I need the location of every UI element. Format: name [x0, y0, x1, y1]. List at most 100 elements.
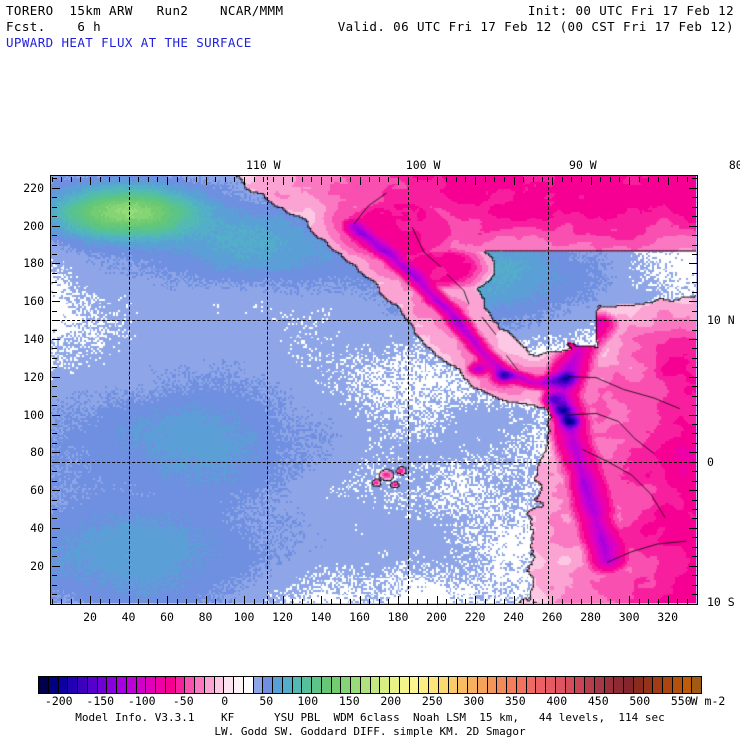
- colorbar-swatch: [614, 677, 624, 693]
- x-tick: [234, 598, 236, 604]
- y-axis-tick-label: 180: [23, 256, 44, 271]
- colorbar-swatch: [429, 677, 439, 693]
- graticule-parallel: [51, 320, 697, 322]
- x-axis-tick-label: 260: [541, 610, 563, 624]
- y-tick-right: [691, 244, 697, 246]
- colorbar-swatch: [604, 677, 615, 693]
- x-tick-top: [369, 176, 371, 182]
- x-tick-top: [61, 176, 63, 182]
- colorbar-swatch: [224, 677, 234, 693]
- x-tick-top: [292, 176, 294, 182]
- y-tick-right: [691, 197, 697, 199]
- x-tick: [99, 598, 101, 604]
- y-tick: [51, 216, 57, 218]
- x-axis-tick-label: 100: [233, 610, 255, 624]
- y-axis-tick-label: 120: [23, 369, 44, 384]
- x-axis-tick-label: 140: [310, 610, 332, 624]
- x-tick-top: [552, 176, 554, 185]
- x-tick-top: [330, 176, 332, 182]
- x-tick: [90, 595, 91, 604]
- x-tick: [215, 598, 217, 604]
- y-tick: [51, 395, 57, 397]
- y-tick: [51, 584, 57, 586]
- footer-physics-config: LW. Godd SW. Goddard DIFF. simple KM. 2D…: [214, 725, 526, 738]
- y-tick-right: [691, 471, 697, 473]
- x-tick: [513, 595, 515, 604]
- y-axis-tick-label: 100: [23, 407, 44, 422]
- y-tick: [51, 235, 57, 237]
- x-tick: [475, 595, 477, 604]
- x-axis-tick-label: 20: [83, 610, 97, 624]
- y-tick: [51, 414, 60, 416]
- y-tick: [51, 348, 57, 350]
- graticule-lines: [51, 176, 697, 604]
- x-axis-tick-label: 300: [618, 610, 640, 624]
- x-tick: [369, 598, 371, 604]
- y-tick-right: [691, 206, 697, 208]
- y-tick-right: [691, 310, 697, 312]
- x-tick: [667, 595, 669, 604]
- y-tick: [51, 452, 60, 454]
- x-tick: [253, 598, 255, 604]
- colorbar-tick-label: 400: [546, 694, 568, 708]
- y-tick-right: [691, 348, 697, 350]
- y-tick-right: [691, 499, 697, 501]
- colorbar-tick-label: -200: [44, 694, 73, 708]
- colorbar-swatch: [58, 677, 69, 693]
- x-tick-top: [118, 176, 120, 182]
- y-tick-right: [691, 405, 697, 407]
- y-tick: [51, 244, 57, 246]
- x-tick: [436, 595, 438, 604]
- x-tick-top: [600, 176, 602, 182]
- y-tick-right: [688, 301, 697, 303]
- x-tick-top: [263, 176, 265, 182]
- y-tick-right: [691, 357, 697, 359]
- x-tick: [657, 598, 659, 604]
- x-tick-top: [359, 176, 361, 185]
- x-tick-top: [503, 176, 505, 182]
- x-tick: [494, 598, 496, 604]
- colorbar-swatch: [214, 677, 225, 693]
- x-tick: [465, 598, 467, 604]
- valid-time-line: Valid. 06 UTC Fri 17 Feb 12 (00 CST Fri …: [337, 19, 734, 34]
- y-tick: [51, 603, 57, 605]
- colorbar-swatch: [185, 677, 195, 693]
- y-tick: [51, 338, 60, 340]
- x-tick: [552, 595, 554, 604]
- x-tick: [340, 598, 342, 604]
- x-tick-top: [561, 176, 563, 182]
- x-tick-top: [629, 176, 631, 185]
- colorbar-swatch: [536, 677, 546, 693]
- colorbar-swatch: [468, 677, 478, 693]
- x-tick-top: [99, 176, 101, 182]
- colorbar-swatch: [633, 677, 644, 693]
- x-tick-top: [388, 176, 390, 182]
- y-tick: [51, 263, 60, 265]
- x-tick: [600, 598, 602, 604]
- y-tick: [51, 499, 57, 501]
- y-tick: [51, 291, 57, 293]
- y-tick-right: [691, 509, 697, 511]
- x-tick-top: [542, 176, 544, 182]
- x-tick: [580, 598, 582, 604]
- y-tick: [51, 197, 57, 199]
- header: TORERO 15km ARW Run2 NCAR/MMM Init: 00 U…: [0, 0, 740, 50]
- colorbar-swatch: [438, 677, 449, 693]
- x-tick-top: [696, 176, 698, 182]
- colorbar-swatch: [516, 677, 527, 693]
- y-tick: [51, 433, 57, 435]
- y-tick-right: [691, 329, 697, 331]
- x-tick: [349, 598, 351, 604]
- y-tick-right: [691, 584, 697, 586]
- y-tick: [51, 178, 57, 180]
- colorbar-swatch: [399, 677, 410, 693]
- y-tick: [51, 376, 60, 378]
- x-tick-top: [523, 176, 525, 182]
- colorbar-swatch: [526, 677, 537, 693]
- y-tick-right: [691, 433, 697, 435]
- y-tick-right: [691, 216, 697, 218]
- y-tick-right: [691, 480, 697, 482]
- colorbar-swatch: [97, 677, 108, 693]
- colorbar-swatch: [156, 677, 166, 693]
- x-tick: [186, 598, 188, 604]
